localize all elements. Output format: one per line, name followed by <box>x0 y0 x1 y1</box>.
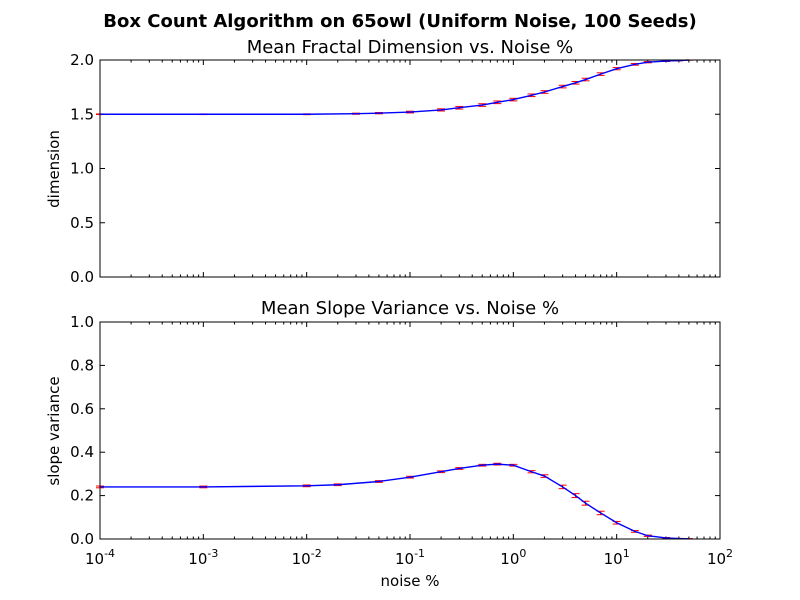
y-tick-label: 1.5 <box>70 105 94 123</box>
plot-slope-variance-area: 10-4 10-3 10-2 10-1 100 101 102 0.0 0.2 0.4 0.6 0.8… <box>70 313 733 568</box>
y-tick-label: 0.8 <box>70 356 94 374</box>
series-line <box>100 463 689 540</box>
y-tick-label: 2.0 <box>70 51 94 69</box>
plot-slope-variance-title: Mean Slope Variance vs. Noise % <box>261 298 559 319</box>
y-tick-label: 0.2 <box>70 487 94 505</box>
plot-slope-variance-ylabel: slope variance <box>45 376 63 485</box>
plot-frame <box>99 321 721 540</box>
x-tick-label: 10-4 <box>85 547 115 568</box>
plot-dimension: Mean Fractal Dimension vs. Noise % 0.00.… <box>45 37 721 286</box>
y-tick-label: 0.0 <box>70 530 94 548</box>
plot-dimension-ylabel: dimension <box>45 130 63 208</box>
plot-dimension-title: Mean Fractal Dimension vs. Noise % <box>247 37 574 58</box>
x-tick-label: 10-2 <box>292 547 322 568</box>
plot-frame <box>99 59 721 278</box>
y-tick-label: 1.0 <box>70 313 94 331</box>
y-tick-label: 1.0 <box>70 160 94 178</box>
plot-slope-variance-xlabel: noise % <box>381 572 440 590</box>
x-tick-label: 10-3 <box>188 547 218 568</box>
x-tick-label: 100 <box>500 547 526 568</box>
figure-title: Box Count Algorithm on 65owl (Uniform No… <box>103 11 696 32</box>
y-tick-label: 0.4 <box>70 443 94 461</box>
x-tick-label: 10-1 <box>395 547 425 568</box>
series-line <box>100 59 689 115</box>
x-tick-label: 102 <box>707 547 733 568</box>
y-tick-label: 0.6 <box>70 400 94 418</box>
plot-slope-variance: Mean Slope Variance vs. Noise % 10-4 10-3… <box>45 298 733 590</box>
x-tick-label: 101 <box>604 547 630 568</box>
plot-dimension-area: 0.0 0.5 1.0 1.5 2.0 <box>70 51 721 286</box>
y-tick-label: 0.0 <box>70 268 94 286</box>
y-tick-label: 0.5 <box>70 214 94 232</box>
